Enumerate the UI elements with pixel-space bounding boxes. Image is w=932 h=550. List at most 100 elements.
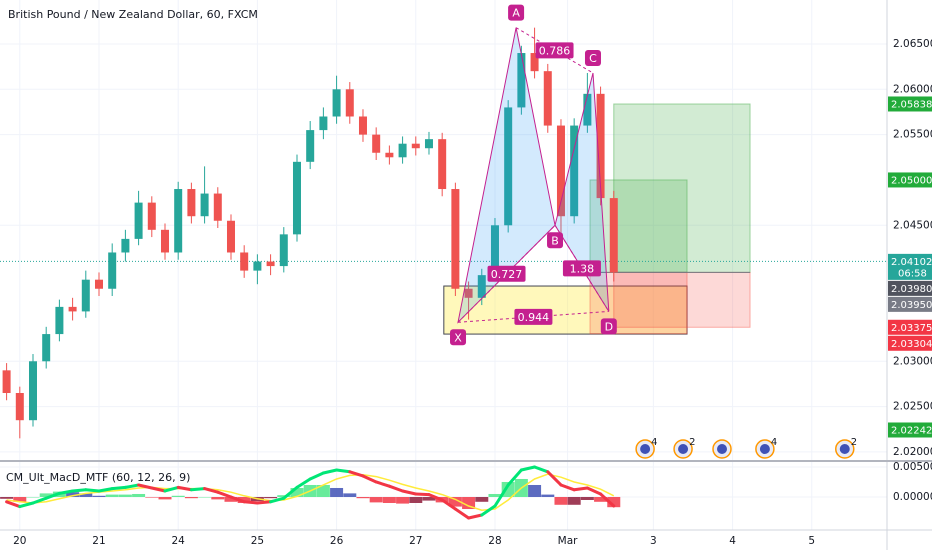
histogram-bar bbox=[488, 493, 502, 497]
candle-body bbox=[81, 279, 90, 312]
histogram-bar bbox=[567, 496, 581, 505]
macd-segment bbox=[31, 496, 48, 505]
point-label-bg bbox=[508, 4, 525, 21]
histogram-bar bbox=[198, 496, 212, 498]
histogram-bar bbox=[554, 496, 568, 505]
candle-body bbox=[174, 189, 183, 253]
candle-body bbox=[556, 125, 565, 217]
candle-body bbox=[424, 139, 433, 149]
histogram-bar bbox=[475, 496, 489, 502]
histogram-bar bbox=[79, 493, 93, 497]
candle-body bbox=[213, 193, 222, 221]
candle-body bbox=[68, 306, 77, 312]
macd-segment bbox=[493, 483, 510, 508]
candle-body bbox=[490, 225, 499, 276]
candle-body bbox=[28, 361, 37, 421]
candle-body bbox=[160, 229, 169, 253]
point-label-bg bbox=[600, 318, 617, 335]
macd-segment bbox=[467, 513, 484, 520]
ratio-label: 0.727 bbox=[491, 268, 523, 281]
x-tick-label: 28 bbox=[488, 535, 501, 547]
price-label: 2.04102 bbox=[891, 257, 932, 268]
candle-body bbox=[543, 71, 552, 126]
point-label: C bbox=[589, 52, 597, 65]
histogram-bar bbox=[528, 484, 542, 497]
point-label-bg bbox=[450, 329, 467, 346]
candle-body bbox=[358, 116, 367, 135]
candle-body bbox=[55, 306, 64, 335]
macd-segment bbox=[269, 496, 286, 504]
price-label-bg bbox=[888, 335, 932, 351]
candle-body bbox=[477, 275, 486, 298]
candle-body bbox=[279, 234, 288, 267]
macd-segment bbox=[506, 468, 523, 487]
macd-segment bbox=[189, 487, 207, 492]
macd-segment bbox=[110, 485, 127, 491]
ratio-label-bg bbox=[487, 265, 526, 282]
pattern: 0.727 0.786 1.38 0.944 X A B C D bbox=[450, 4, 617, 346]
candle-body bbox=[2, 370, 11, 394]
price-label-bg bbox=[888, 253, 932, 280]
event-count: 4 bbox=[651, 437, 657, 448]
candle-body bbox=[345, 89, 354, 117]
candles bbox=[2, 27, 618, 439]
candle-body bbox=[596, 93, 605, 199]
macd-segment bbox=[427, 493, 444, 502]
macd-segment bbox=[123, 483, 141, 489]
macd-segment bbox=[414, 492, 431, 497]
event-flag bbox=[678, 444, 689, 454]
candle-body bbox=[570, 125, 579, 217]
macd-segment bbox=[44, 491, 61, 500]
candle-body bbox=[42, 334, 51, 362]
histogram-bar bbox=[264, 496, 278, 499]
candle-body bbox=[292, 161, 301, 235]
histogram-bar bbox=[316, 484, 330, 497]
ratio-label: 1.38 bbox=[570, 262, 595, 275]
macd-segment bbox=[335, 468, 352, 474]
histogram-bar bbox=[607, 496, 621, 508]
macd-segment bbox=[229, 495, 246, 504]
macd-segment bbox=[255, 500, 273, 505]
x-tick-label: 21 bbox=[92, 535, 105, 547]
macd-segment bbox=[203, 487, 220, 494]
macd-segment bbox=[440, 498, 457, 511]
macd-segment bbox=[599, 492, 616, 508]
macd-segment bbox=[519, 465, 537, 472]
histogram-bar bbox=[501, 481, 515, 497]
candle-body bbox=[266, 261, 275, 267]
y-tick-label: 2.03000 bbox=[893, 355, 932, 367]
macd-segment bbox=[308, 471, 325, 481]
macd-segment bbox=[546, 470, 563, 487]
y-tick-label: 2.05500 bbox=[893, 129, 932, 141]
x-tick-label: 20 bbox=[13, 535, 26, 547]
indicator-title: CM_Ult_MacD_MTF (60, 12, 26, 9) bbox=[6, 471, 190, 484]
candle-body bbox=[398, 143, 407, 158]
candle-body bbox=[187, 189, 196, 217]
histogram-bar bbox=[594, 496, 608, 502]
histogram-bar bbox=[369, 496, 383, 503]
event-count: 4 bbox=[771, 437, 777, 448]
price-label-bg bbox=[888, 280, 932, 296]
candle-body bbox=[464, 288, 473, 298]
macd-segment bbox=[137, 483, 154, 490]
candle-body bbox=[319, 116, 328, 131]
event-flag bbox=[640, 444, 651, 454]
price-label: 2.02242 bbox=[891, 425, 932, 436]
candle-body bbox=[385, 152, 394, 158]
candle-body bbox=[108, 252, 117, 289]
macd-segment bbox=[361, 474, 378, 484]
macd-segment bbox=[176, 485, 193, 492]
price-label: 2.03950 bbox=[891, 300, 932, 311]
candle-body bbox=[411, 143, 420, 149]
candle-body bbox=[121, 238, 130, 253]
event-flag bbox=[839, 444, 850, 454]
candle-body bbox=[530, 53, 539, 72]
histogram-bar bbox=[462, 496, 476, 509]
histogram-bar bbox=[541, 494, 555, 497]
macd-segment bbox=[559, 483, 576, 492]
x-tick-label: Mar bbox=[558, 535, 578, 547]
chart-title: British Pound / New Zealand Dollar, 60, … bbox=[8, 8, 258, 21]
histogram-bar bbox=[277, 495, 291, 497]
